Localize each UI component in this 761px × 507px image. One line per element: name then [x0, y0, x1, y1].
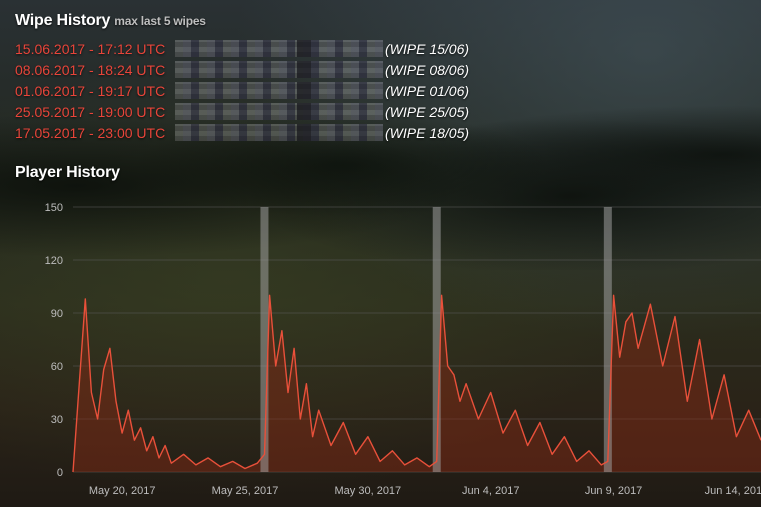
y-tick-label: 120 [45, 255, 63, 267]
redacted-server-name [175, 82, 383, 99]
wipe-date: 01.06.2017 - 19:17 UTC [15, 82, 166, 99]
x-tick-label: Jun 14, 2017 [705, 485, 761, 497]
redacted-server-name [175, 61, 383, 78]
wipe-row: 17.05.2017 - 23:00 UTC (WIPE 18/05) [15, 122, 469, 143]
wipe-marker [603, 207, 612, 472]
wipe-label: (WIPE 18/05) [385, 124, 470, 141]
redacted-server-name [175, 40, 383, 57]
wipe-label: (WIPE 08/06) [385, 61, 470, 78]
wipe-row: 25.05.2017 - 19:00 UTC (WIPE 25/05) [15, 101, 469, 122]
wipe-date: 15.06.2017 - 17:12 UTC [15, 40, 166, 57]
x-axis-labels: May 20, 2017 May 25, 2017 May 30, 2017 Jun … [89, 485, 761, 497]
wipe-row: 15.06.2017 - 17:12 UTC (WIPE 15/06) [15, 38, 469, 59]
wipe-history-subtitle: max last 5 wipes [114, 14, 206, 28]
wipe-row: 01.06.2017 - 19:17 UTC (WIPE 01/06) [15, 80, 469, 101]
wipe-label: (WIPE 01/06) [385, 82, 470, 99]
wipe-label: (WIPE 25/05) [385, 103, 470, 120]
wipe-marker [260, 207, 269, 472]
y-tick-label: 30 [51, 414, 63, 426]
series-area [73, 295, 761, 472]
y-tick-label: 0 [57, 467, 63, 479]
wipe-list: 15.06.2017 - 17:12 UTC (WIPE 15/06) 08.0… [15, 38, 469, 143]
redacted-server-name [175, 103, 383, 120]
redacted-server-name [175, 124, 383, 141]
wipe-marker [432, 207, 441, 472]
wipe-row: 08.06.2017 - 18:24 UTC (WIPE 08/06) [15, 59, 469, 80]
chart-area-layer [73, 295, 761, 472]
x-tick-label: Jun 4, 2017 [462, 485, 520, 497]
y-tick-label: 60 [51, 361, 63, 373]
x-tick-label: May 20, 2017 [89, 485, 156, 497]
x-tick-label: May 25, 2017 [212, 485, 279, 497]
chart-grid [73, 206, 761, 473]
chart-line-layer [72, 294, 761, 473]
wipe-history-title: Wipe History max last 5 wipes [15, 12, 206, 30]
wipe-date: 08.06.2017 - 18:24 UTC [15, 61, 166, 78]
wipe-date: 17.05.2017 - 23:00 UTC [15, 124, 166, 141]
x-tick-label: May 30, 2017 [335, 485, 402, 497]
x-tick-label: Jun 9, 2017 [585, 485, 643, 497]
wipe-label: (WIPE 15/06) [385, 40, 470, 57]
y-tick-label: 90 [51, 308, 63, 320]
y-axis-labels: 0 30 60 90 120 150 [45, 202, 63, 479]
wipe-history-heading: Wipe History [15, 12, 111, 29]
wipe-markers [260, 207, 612, 472]
wipe-date: 25.05.2017 - 19:00 UTC [15, 103, 166, 120]
series-line [72, 294, 761, 473]
y-tick-label: 150 [45, 202, 63, 214]
player-history-title: Player History [15, 164, 120, 181]
